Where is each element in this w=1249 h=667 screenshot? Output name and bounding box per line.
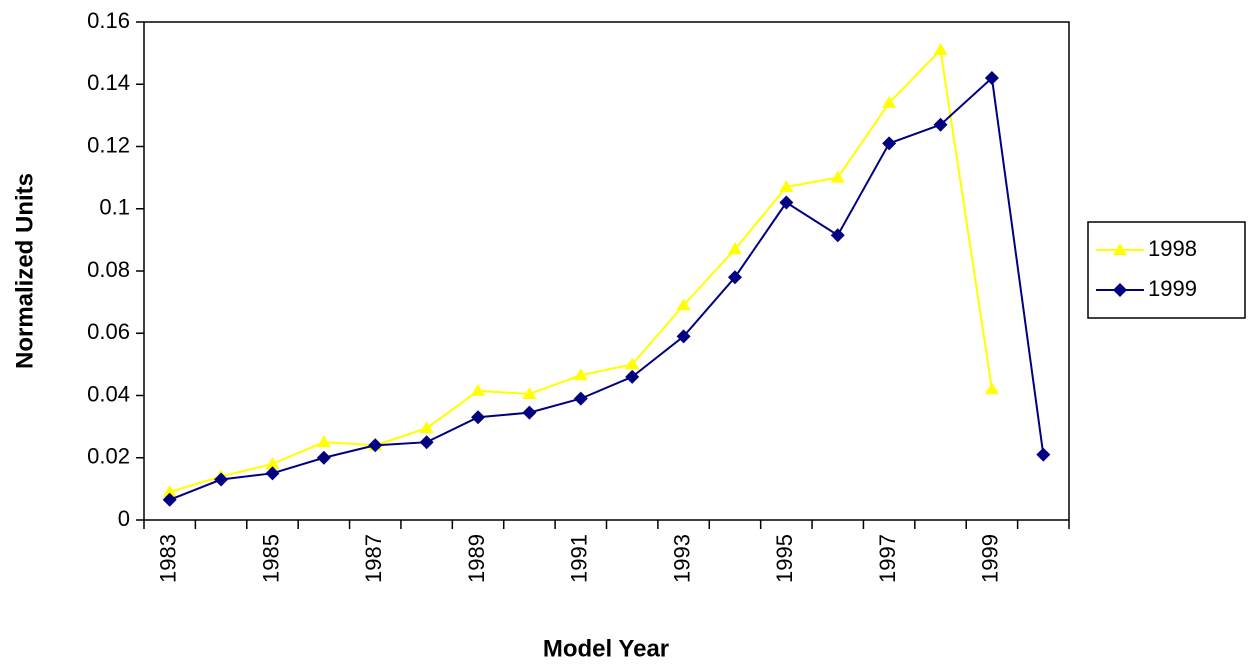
legend [1087,221,1246,319]
data-point [573,391,588,406]
y-tick-label: 0.02 [87,444,130,469]
x-tick-label: 1993 [669,534,694,583]
y-tick-label: 0.14 [87,70,130,95]
series-line [169,76,1045,501]
data-point [471,410,486,425]
series-line [169,47,993,493]
data-point [779,195,794,210]
data-point [933,117,948,132]
data-point [1036,447,1051,462]
data-point [779,179,794,192]
data-point [984,71,999,86]
data-point [882,95,897,108]
x-tick-label: 1983 [156,534,181,583]
x-tick-label: 1991 [567,534,592,583]
y-tick-label: 0.1 [99,195,130,220]
y-tick-label: 0.06 [87,319,130,344]
y-tick-label: 0.16 [87,8,130,33]
legend-label: 1998 [1148,236,1197,261]
data-point [522,405,537,420]
data-point [882,136,897,151]
data-point [830,228,845,243]
y-tick-label: 0.04 [87,381,130,406]
y-tick-label: 0 [118,506,130,531]
data-point [316,435,331,448]
y-tick-label: 0.08 [87,257,130,282]
data-point [368,438,383,453]
legend-label: 1999 [1148,276,1197,301]
x-tick-label: 1989 [464,534,489,583]
data-point [419,435,434,450]
data-point [830,170,845,183]
data-point [933,43,948,56]
x-tick-label: 1999 [978,534,1003,583]
legend-marker [1113,243,1127,255]
y-axis-title: Normalized Units [11,173,38,369]
data-point [419,421,434,434]
y-tick-label: 0.12 [87,132,130,157]
data-point [573,368,588,381]
x-tick-label: 1997 [875,534,900,583]
data-point [625,357,640,370]
data-point [625,369,640,384]
data-point [162,492,177,507]
plot-area [143,21,1070,521]
legend-marker [1113,283,1127,297]
data-point [727,270,742,285]
x-tick-label: 1985 [258,534,283,583]
data-point [676,298,691,311]
data-point [522,386,537,399]
x-tick-label: 1987 [361,534,386,583]
data-point [162,484,177,497]
data-point [984,382,999,395]
x-tick-label: 1995 [772,534,797,583]
data-point [727,242,742,255]
data-point [676,329,691,344]
data-point [265,466,280,481]
x-axis-title: Model Year [543,635,669,662]
data-point [471,383,486,396]
data-point [265,456,280,469]
data-point [316,450,331,465]
data-point [214,472,229,487]
